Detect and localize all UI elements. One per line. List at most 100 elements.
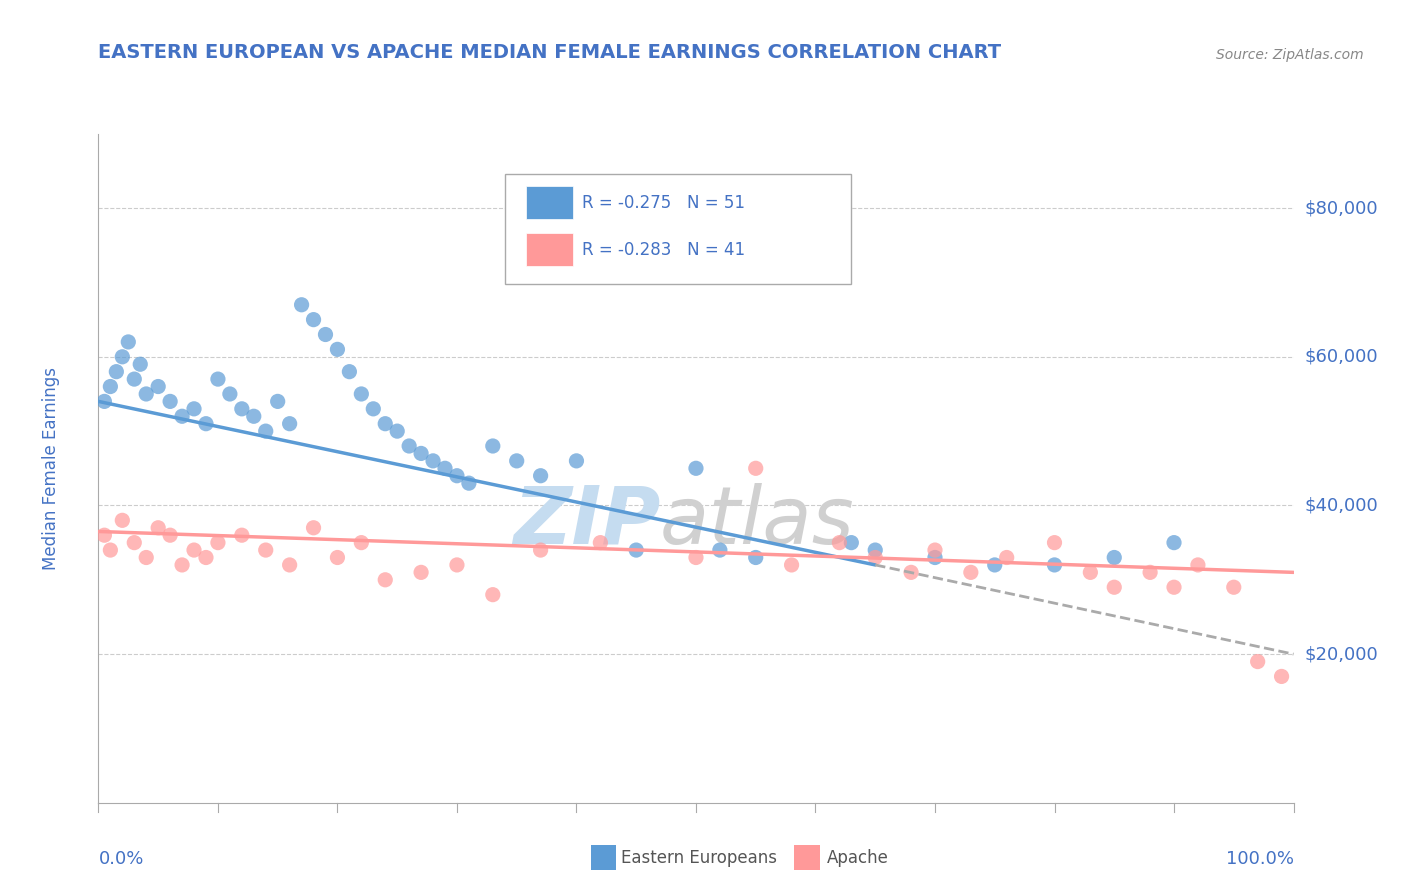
Point [685,550,707,565]
Point [924,543,946,558]
Point [983,558,1005,572]
Point [506,454,529,468]
Text: R = -0.283   N = 41: R = -0.283 N = 41 [582,241,745,259]
Point [839,535,862,549]
Point [129,357,152,371]
Point [446,468,468,483]
Point [172,558,194,572]
Point [624,543,647,558]
Point [433,461,456,475]
Text: $60,000: $60,000 [1305,348,1378,366]
Point [111,350,134,364]
Point [183,543,205,558]
Point [589,535,612,549]
Text: $20,000: $20,000 [1305,645,1378,663]
Point [219,387,242,401]
Point [422,454,444,468]
Point [135,550,157,565]
Point [105,365,128,379]
Point [111,513,134,527]
Point [302,312,325,326]
Point [98,379,122,393]
Point [135,387,157,401]
Text: Eastern Europeans: Eastern Europeans [621,849,778,867]
Point [1163,580,1185,594]
Point [1187,558,1209,572]
Point [207,535,229,549]
Point [411,566,433,580]
Point [326,343,349,357]
Point [231,528,253,542]
Point [148,379,170,393]
Point [1222,580,1246,594]
Text: 100.0%: 100.0% [1226,849,1294,868]
Point [207,372,229,386]
Point [481,588,505,602]
Text: Median Female Earnings: Median Female Earnings [42,367,59,570]
Point [959,566,981,580]
Point [685,461,707,475]
Point [302,521,325,535]
Point [183,401,205,416]
Point [900,566,922,580]
Point [457,476,479,491]
FancyBboxPatch shape [526,186,572,219]
Point [411,446,433,460]
Point [350,535,373,549]
Point [1102,580,1125,594]
Point [1163,535,1185,549]
Point [863,550,886,565]
Text: $80,000: $80,000 [1305,199,1378,217]
Text: ZIP: ZIP [513,483,661,561]
Point [159,528,181,542]
Point [1271,669,1294,683]
Point [863,543,886,558]
Text: atlas: atlas [661,483,855,561]
Point [828,535,851,549]
Point [337,365,360,379]
Point [745,461,768,475]
Point [1080,566,1102,580]
Point [93,528,115,542]
Point [326,550,349,565]
Point [780,558,803,572]
Point [1043,535,1066,549]
FancyBboxPatch shape [526,233,572,266]
Point [290,298,312,312]
Point [117,334,139,349]
Point [124,535,146,549]
Point [350,387,373,401]
Point [374,417,396,431]
Point [481,439,505,453]
Point [529,468,551,483]
Point [709,543,731,558]
Point [242,409,264,424]
Point [315,327,337,342]
Point [254,543,277,558]
Text: Apache: Apache [827,849,889,867]
Point [194,550,217,565]
Point [804,260,827,275]
Point [374,573,396,587]
Point [172,409,194,424]
Point [254,424,277,438]
Point [1043,558,1066,572]
Point [565,454,588,468]
Point [385,424,409,438]
Point [278,558,301,572]
Point [529,543,551,558]
Point [398,439,420,453]
Point [278,417,301,431]
Text: 0.0%: 0.0% [98,849,143,868]
Text: Source: ZipAtlas.com: Source: ZipAtlas.com [1216,48,1364,62]
Text: R = -0.275   N = 51: R = -0.275 N = 51 [582,194,745,211]
Point [267,394,290,409]
Point [363,401,385,416]
Point [1139,566,1161,580]
FancyBboxPatch shape [505,174,851,285]
Point [1102,550,1125,565]
Point [1246,655,1268,669]
Point [124,372,146,386]
Point [93,394,115,409]
Point [194,417,217,431]
